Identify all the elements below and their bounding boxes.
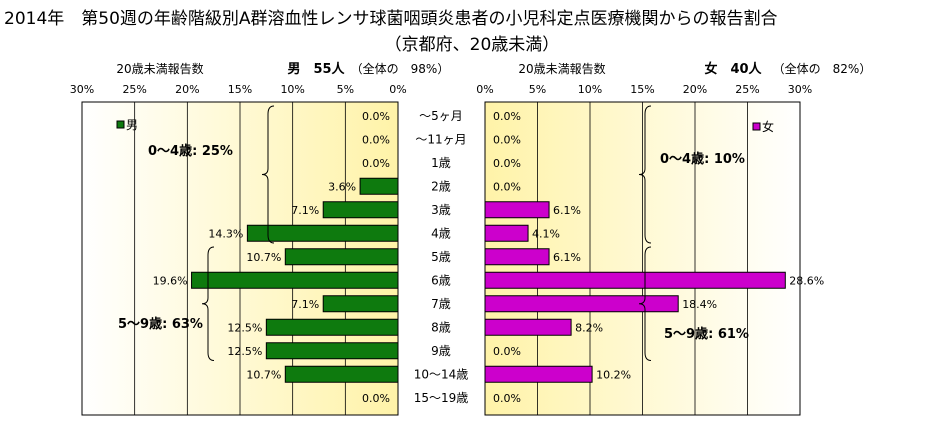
- male-bar: [284, 365, 399, 383]
- chart-subtitle: （京都府、20歳未満）: [384, 35, 560, 55]
- male-group-0-4-label: 0～4歳: 25%: [148, 143, 233, 159]
- female-value-label: 10.2%: [596, 368, 631, 381]
- female-0-4-brace: [638, 105, 652, 244]
- female-value-label: 0.0%: [493, 345, 521, 358]
- chart-title: 2014年 第50週の年齢階級別A群溶血性レンサ球菌咽頭炎患者の小児科定点医療機…: [4, 9, 778, 29]
- male-value-label: 7.1%: [291, 298, 319, 311]
- category-label: 7歳: [431, 297, 451, 311]
- female-group-0-4-label: 0～4歳: 10%: [660, 151, 745, 167]
- female-x-tick-label: 0%: [476, 83, 493, 96]
- male-value-label: 3.6%: [328, 180, 356, 193]
- male-header-label: 20歳未満報告数: [116, 61, 203, 76]
- category-label: 10～14歳: [414, 367, 469, 381]
- male-5-9-brace: [201, 246, 215, 361]
- male-legend-label: 男: [126, 118, 138, 132]
- male-x-tick-label: 15%: [228, 83, 252, 96]
- female-value-label: 8.2%: [575, 321, 603, 334]
- female-value-label: 0.0%: [493, 392, 521, 405]
- female-bar: [484, 295, 679, 313]
- female-x-tick-label: 30%: [788, 83, 812, 96]
- male-x-tick-label: 10%: [280, 83, 304, 96]
- female-value-label: 0.0%: [493, 180, 521, 193]
- male-value-label: 0.0%: [362, 110, 390, 123]
- category-label: 2歳: [431, 179, 451, 193]
- male-bar: [265, 318, 399, 336]
- female-bar: [484, 248, 550, 266]
- male-value-label: 12.5%: [227, 345, 262, 358]
- female-header-label: 20歳未満報告数: [518, 61, 605, 76]
- male-value-label: 0.0%: [362, 392, 390, 405]
- male-x-tick-label: 20%: [175, 83, 199, 96]
- female-x-tick-label: 15%: [630, 83, 654, 96]
- female-x-tick-label: 5%: [529, 83, 546, 96]
- male-0-4-brace: [261, 105, 275, 244]
- male-value-label: 0.0%: [362, 157, 390, 170]
- male-bar: [265, 342, 399, 360]
- category-label: 4歳: [431, 226, 451, 240]
- male-x-tick-label: 30%: [70, 83, 94, 96]
- male-header-share: （全体の 98%）: [351, 61, 450, 76]
- male-bar: [284, 248, 399, 266]
- female-x-tick-label: 10%: [578, 83, 602, 96]
- male-value-label: 0.0%: [362, 133, 390, 146]
- female-value-label: 28.6%: [789, 274, 824, 287]
- category-label: 6歳: [431, 273, 451, 287]
- male-bar: [246, 224, 399, 242]
- female-value-label: 4.1%: [532, 227, 560, 240]
- category-label: 9歳: [431, 344, 451, 358]
- category-label: ～5ヶ月: [419, 109, 463, 123]
- male-value-label: 12.5%: [227, 321, 262, 334]
- female-value-label: 0.0%: [493, 133, 521, 146]
- category-label: ～11ヶ月: [415, 132, 466, 146]
- female-value-label: 0.0%: [493, 157, 521, 170]
- female-bar: [484, 224, 529, 242]
- male-header-count: 男 55人: [287, 61, 345, 77]
- male-bar: [322, 295, 399, 313]
- male-bar: [322, 201, 399, 219]
- category-label: 8歳: [431, 320, 451, 334]
- male-value-label: 14.3%: [208, 227, 243, 240]
- category-label: 3歳: [431, 203, 451, 217]
- male-bar: [191, 271, 399, 289]
- female-value-label: 0.0%: [493, 110, 521, 123]
- category-label: 15～19歳: [414, 391, 469, 405]
- female-bar: [484, 365, 593, 383]
- female-legend-label: 女: [762, 119, 774, 134]
- male-value-label: 19.6%: [153, 274, 188, 287]
- female-value-label: 6.1%: [553, 204, 581, 217]
- female-bar: [484, 201, 550, 219]
- female-bar: [484, 318, 572, 336]
- male-bar: [359, 177, 399, 195]
- male-value-label: 10.7%: [246, 251, 281, 264]
- female-group-5-9-label: 5～9歳: 61%: [664, 326, 749, 342]
- female-x-tick-label: 20%: [683, 83, 707, 96]
- male-value-label: 10.7%: [246, 368, 281, 381]
- female-value-label: 6.1%: [553, 251, 581, 264]
- male-x-tick-label: 25%: [122, 83, 146, 96]
- category-label: 1歳: [431, 156, 451, 170]
- category-label: 5歳: [431, 250, 451, 264]
- female-bar: [484, 271, 786, 289]
- male-x-tick-label: 5%: [337, 83, 354, 96]
- female-5-9-brace: [638, 246, 652, 361]
- male-group-5-9-label: 5～9歳: 63%: [118, 316, 203, 332]
- female-x-tick-label: 25%: [735, 83, 759, 96]
- female-header-share: （全体の 82%）: [773, 61, 872, 76]
- male-x-tick-label: 0%: [389, 83, 406, 96]
- female-legend-swatch: [752, 122, 761, 131]
- female-value-label: 18.4%: [682, 298, 717, 311]
- female-header-count: 女 40人: [704, 61, 762, 77]
- male-legend-swatch: [116, 120, 125, 129]
- male-value-label: 7.1%: [291, 204, 319, 217]
